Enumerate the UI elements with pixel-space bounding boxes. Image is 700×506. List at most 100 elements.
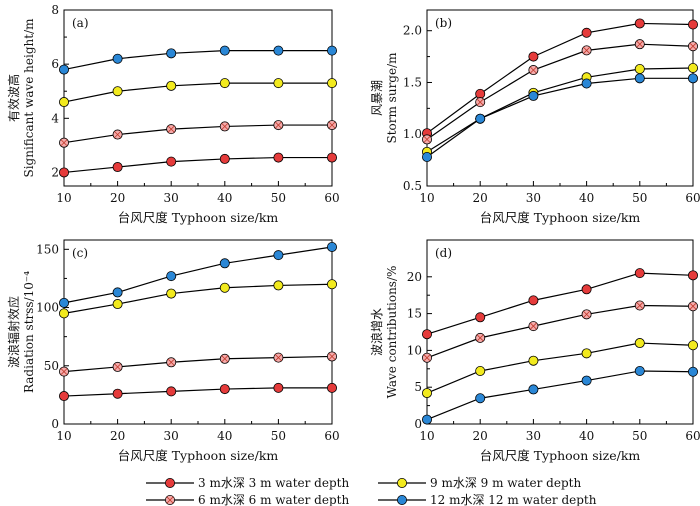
data-point-cross bbox=[529, 322, 537, 330]
x-tick-label: 40 bbox=[217, 429, 232, 443]
series-3 bbox=[59, 279, 337, 319]
series-line bbox=[426, 77, 693, 158]
data-point bbox=[273, 45, 284, 56]
data-point-cross bbox=[221, 122, 229, 130]
x-tick-label: 50 bbox=[271, 429, 286, 443]
series-line bbox=[63, 387, 332, 397]
y-tick-label: 0 bbox=[51, 417, 59, 431]
data-point bbox=[421, 152, 432, 163]
series-line bbox=[63, 50, 332, 71]
data-point bbox=[112, 299, 123, 310]
data-point bbox=[421, 414, 432, 425]
y-tick-label: 150 bbox=[36, 242, 59, 256]
legend: 3 m水深 3 m water depth 9 m水深 9 m water de… bbox=[146, 476, 597, 506]
y-tick-label: 15 bbox=[407, 307, 422, 321]
panel-label: (d) bbox=[435, 246, 452, 260]
data-point-cross bbox=[60, 368, 68, 376]
data-point bbox=[634, 338, 645, 349]
data-point bbox=[219, 282, 230, 293]
series-4 bbox=[421, 73, 699, 163]
data-point bbox=[688, 73, 699, 84]
data-point bbox=[166, 80, 177, 91]
series-line bbox=[426, 67, 694, 153]
series-4 bbox=[59, 45, 337, 75]
x-tick-label: 20 bbox=[110, 191, 125, 205]
data-point bbox=[219, 78, 230, 89]
x-tick-label: 60 bbox=[324, 191, 339, 205]
x-tick-label: 60 bbox=[324, 429, 339, 443]
y-axis-label-cn: 波浪辐射效应 bbox=[6, 296, 21, 368]
data-point-cross bbox=[476, 334, 484, 342]
data-point bbox=[475, 113, 486, 124]
data-point-cross bbox=[636, 302, 644, 309]
x-axis-label: 台风尺度 Typhoon size/km bbox=[480, 210, 641, 225]
data-point bbox=[273, 382, 284, 393]
data-point bbox=[326, 382, 337, 393]
legend-label-6m: 6 m水深 6 m water depth bbox=[198, 493, 349, 506]
data-point bbox=[166, 48, 177, 59]
series-line bbox=[426, 370, 694, 421]
y-tick-label: 5 bbox=[414, 380, 422, 394]
legend-marker-3m bbox=[164, 477, 175, 488]
plot-frame bbox=[426, 9, 694, 187]
panel-label: (a) bbox=[72, 16, 89, 30]
x-tick-label: 40 bbox=[217, 191, 232, 205]
x-axis-label: 台风尺度 Typhoon size/km bbox=[480, 448, 641, 463]
x-tick-label: 30 bbox=[526, 429, 541, 443]
legend-marker-9m bbox=[396, 477, 407, 488]
x-tick-label: 20 bbox=[110, 429, 125, 443]
series-3 bbox=[421, 62, 699, 157]
data-point bbox=[219, 153, 230, 164]
panel-d: 10 20 30 40 50 60 0 5 10 15 20 (d) 台风尺度 Typhoon size… bbox=[369, 239, 700, 463]
series-line bbox=[426, 304, 694, 359]
panel-label: (c) bbox=[72, 246, 88, 260]
y-tick-label: 20 bbox=[407, 270, 422, 284]
data-point bbox=[273, 78, 284, 89]
data-point bbox=[326, 241, 337, 252]
data-point bbox=[219, 45, 230, 56]
data-point bbox=[59, 64, 70, 75]
data-point bbox=[581, 284, 592, 295]
y-tick-label: 50 bbox=[44, 359, 59, 373]
legend-marker-12m bbox=[396, 494, 407, 505]
x-tick-label: 10 bbox=[419, 429, 434, 443]
data-point bbox=[273, 152, 284, 163]
y-tick-label: 8 bbox=[51, 3, 59, 17]
data-point bbox=[326, 45, 337, 56]
data-point-cross bbox=[114, 131, 122, 139]
y-tick-label: 1.0 bbox=[403, 127, 422, 141]
y-tick-label: 1.5 bbox=[403, 75, 422, 89]
legend-label-9m: 9 m水深 9 m water depth bbox=[430, 476, 581, 490]
x-tick-label: 60 bbox=[685, 191, 700, 205]
series-line bbox=[63, 156, 332, 174]
y-axis-label-cn: 有效波高 bbox=[6, 74, 21, 122]
x-tick-label: 40 bbox=[579, 191, 594, 205]
plot-frame bbox=[63, 239, 333, 425]
x-tick-label: 10 bbox=[419, 191, 434, 205]
data-point-cross bbox=[583, 310, 591, 318]
data-point bbox=[166, 288, 177, 299]
data-point bbox=[581, 348, 592, 359]
data-point-cross bbox=[60, 139, 68, 147]
data-point bbox=[581, 27, 592, 38]
data-point-cross bbox=[423, 135, 431, 143]
data-point-cross bbox=[114, 363, 122, 371]
x-tick-label: 30 bbox=[164, 191, 179, 205]
data-point bbox=[688, 270, 699, 281]
data-point bbox=[688, 340, 699, 351]
data-point-cross bbox=[583, 46, 591, 54]
series-line bbox=[426, 342, 694, 394]
data-point bbox=[273, 280, 284, 291]
series-1 bbox=[59, 152, 337, 178]
data-point bbox=[112, 53, 123, 64]
data-point-cross bbox=[274, 121, 282, 129]
series-line bbox=[63, 82, 332, 103]
x-tick-label: 10 bbox=[56, 429, 71, 443]
x-tick-label: 30 bbox=[164, 429, 179, 443]
x-tick-label: 20 bbox=[473, 429, 488, 443]
x-axis-label: 台风尺度 Typhoon size/km bbox=[118, 448, 279, 463]
data-point bbox=[688, 19, 699, 30]
series-line bbox=[426, 272, 694, 335]
data-point bbox=[634, 64, 645, 75]
